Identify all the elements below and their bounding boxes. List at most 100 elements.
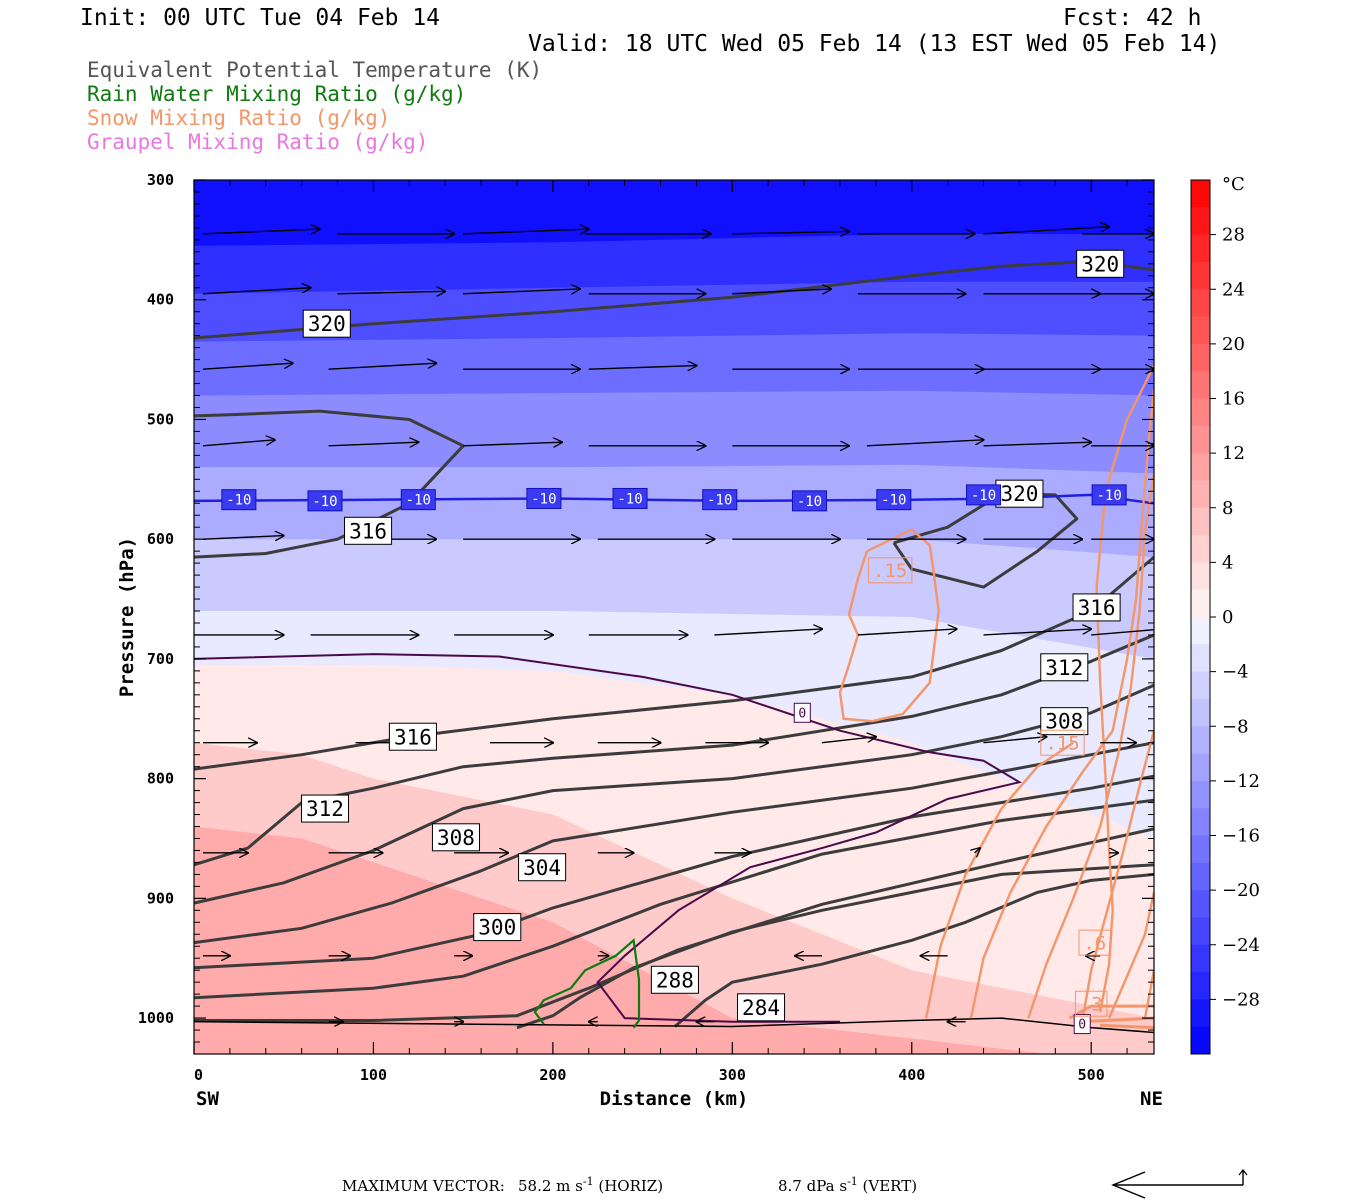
init-time: Init: 00 UTC Tue 04 Feb 14 (80, 5, 440, 31)
snow-contour-4 (1081, 730, 1154, 1022)
y-tick-label: 500 (147, 410, 174, 428)
snow-contour-2 (969, 389, 1154, 1019)
theta-e-contour-284-11 (673, 872, 1154, 1028)
valid-time: Valid: 18 UTC Wed 05 Feb 14 (13 EST Wed … (528, 31, 1220, 57)
wind-vector (821, 737, 876, 744)
snow-label: .15 (1040, 729, 1085, 756)
colorbar-swatch (1191, 1026, 1210, 1055)
isotherm-label: -10 (791, 490, 827, 512)
x-tick-label: 300 (719, 1066, 746, 1084)
colorbar-swatch (1191, 343, 1210, 372)
svg-text:320: 320 (308, 312, 346, 336)
wind-vector (983, 227, 1110, 235)
x-axis-right-end: NE (1140, 1088, 1163, 1110)
colorbar-tick-label: −20 (1222, 880, 1260, 901)
theta-e-contour-300-7 (194, 774, 1154, 970)
svg-text:312: 312 (1045, 656, 1083, 680)
isotherm-label: -10 (876, 489, 912, 511)
wind-vector (1091, 629, 1154, 636)
colorbar-swatch (1191, 535, 1210, 563)
isotherm-label: -10 (1091, 484, 1127, 506)
colorbar-tick-label: 4 (1222, 552, 1233, 573)
svg-text:-10: -10 (971, 488, 996, 504)
colorbar-swatch (1191, 398, 1210, 427)
svg-text:0: 0 (798, 706, 806, 721)
colorbar-swatch (1191, 507, 1210, 536)
snow-contour-0 (838, 528, 940, 723)
y-tick-label: 1000 (138, 1009, 174, 1027)
x-axis-left-end: SW (196, 1088, 219, 1110)
wind-vector (732, 231, 849, 233)
colorbar-swatch (1191, 780, 1210, 809)
y-tick-label: 700 (147, 650, 174, 668)
svg-text:300: 300 (478, 916, 516, 940)
colorbar-swatch (1191, 671, 1210, 700)
snow-label: .15 (868, 557, 913, 584)
theta-e-contour-320-1 (892, 492, 1079, 589)
colorbar-swatch (1191, 917, 1210, 946)
theta-e-contours (194, 259, 1154, 1030)
svg-text:320: 320 (1081, 252, 1119, 276)
colorbar-swatch (1191, 835, 1210, 864)
legend-snow: Snow Mixing Ratio (g/kg) (87, 106, 390, 130)
theta-e-label: 308 (431, 823, 481, 852)
colorbar-swatch (1191, 234, 1210, 263)
colorbar-swatch (1191, 972, 1210, 1000)
isotherm-label: -10 (400, 489, 436, 511)
wind-vector (202, 288, 311, 295)
theta-e-contour-296-8 (194, 798, 1154, 1000)
svg-text:.15: .15 (873, 560, 907, 582)
theta-e-label: 316 (1072, 593, 1121, 622)
wind-vector (463, 442, 562, 446)
wind-vector (983, 629, 1092, 636)
colorbar-swatch (1191, 207, 1210, 236)
theta-e-label: 312 (1040, 653, 1089, 682)
snow-contour-3 (1027, 473, 1154, 1019)
isotherm-label: 0 (793, 702, 811, 723)
wind-vector (463, 229, 589, 235)
svg-text:-10: -10 (312, 494, 337, 510)
colorbar-tick-label: 12 (1222, 443, 1245, 464)
wind-vector (732, 289, 831, 295)
x-tick-label: 0 (194, 1066, 203, 1084)
theta-e-contour-316-3 (194, 555, 1154, 771)
x-tick-label: 200 (539, 1066, 566, 1084)
colorbar-swatch (1191, 617, 1210, 645)
isotherm-label: -10 (966, 484, 1002, 506)
reference-vector-arrow (1111, 1169, 1248, 1199)
theta-e-label: 288 (650, 965, 699, 994)
isotherm-label: -10 (221, 489, 257, 511)
y-tick-label: 600 (147, 530, 174, 548)
snow-label: .6 (1078, 929, 1112, 956)
svg-text:308: 308 (437, 826, 475, 850)
colorbar-swatch (1191, 999, 1210, 1028)
colorbar-tick-label: −4 (1222, 662, 1249, 683)
isotherm-0 (194, 653, 1023, 1023)
fill-band-10 (194, 826, 1049, 1054)
max-vector-horiz: 58.2 m s-1 (HORIZ) (518, 1175, 663, 1195)
y-tick-label: 300 (147, 171, 174, 189)
svg-text:-10: -10 (617, 492, 642, 508)
colorbar-swatch (1191, 562, 1210, 591)
rain-contours (533, 938, 641, 1029)
colorbar-tick-label: 0 (1222, 607, 1233, 628)
colorbar-tick-label: 8 (1222, 498, 1233, 519)
theta-e-contour-312-4 (194, 633, 1154, 867)
colorbar-swatch (1191, 862, 1210, 891)
x-tick-label: 400 (898, 1066, 925, 1084)
x-axis-label: Distance (km) (600, 1088, 749, 1110)
colorbar-swatch (1191, 644, 1210, 673)
y-tick-label: 800 (147, 770, 174, 788)
colorbar-swatch (1191, 480, 1210, 509)
legend-graupel: Graupel Mixing Ratio (g/kg) (87, 130, 428, 154)
colorbar-swatch (1191, 808, 1210, 836)
svg-text:320: 320 (1000, 482, 1038, 506)
colorbar-unit: °C (1222, 174, 1245, 195)
wind-vector (202, 229, 320, 235)
wind-vector (328, 442, 419, 446)
wind-vector (983, 737, 1047, 744)
theta-e-contour-288-10 (516, 863, 1154, 1030)
theta-e-label: 312 (300, 794, 350, 823)
isotherm-label: -10 (526, 487, 562, 509)
colorbar-tick-label: −24 (1222, 935, 1260, 956)
